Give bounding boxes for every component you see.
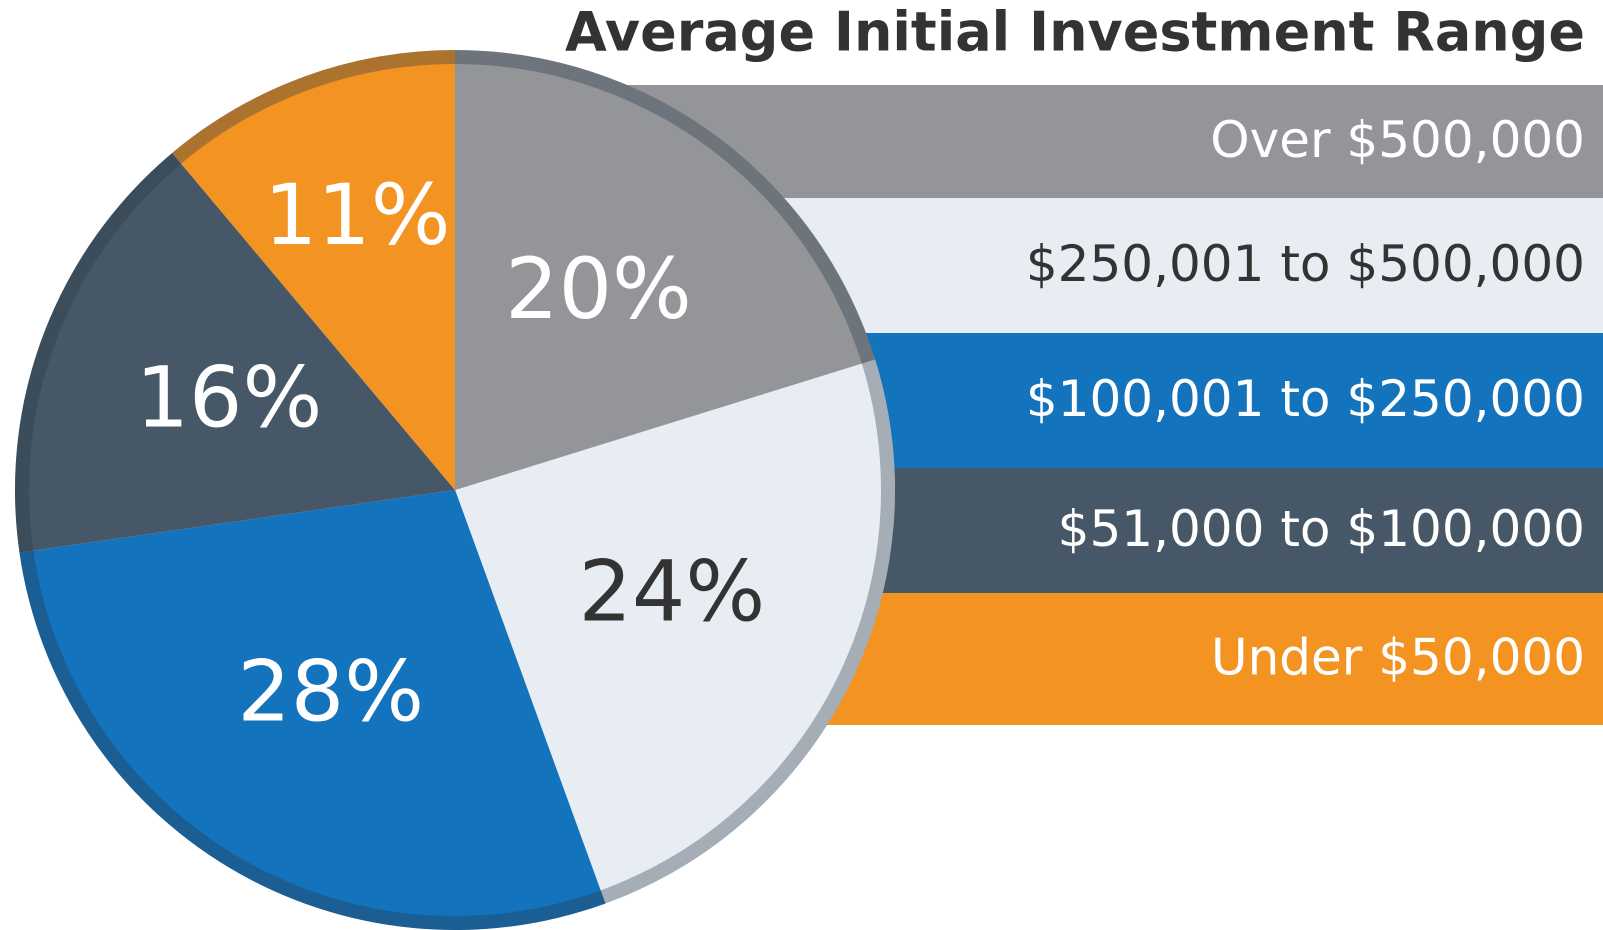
chart-title: Average Initial Investment Range (565, 1, 1585, 64)
legend-label: $51,000 to $100,000 (1058, 500, 1585, 558)
data-label: 11% (264, 166, 451, 264)
data-label: 16% (136, 349, 323, 447)
legend-label: $100,001 to $250,000 (1026, 370, 1585, 428)
legend-label: Over $500,000 (1210, 111, 1585, 169)
pie-slice (455, 50, 876, 490)
data-label: 28% (237, 643, 424, 741)
legend-label: $250,001 to $500,000 (1026, 235, 1585, 293)
data-label: 20% (505, 240, 692, 338)
data-label: 24% (578, 542, 765, 640)
pie-slice (455, 359, 895, 904)
pie-slice (172, 49, 455, 490)
legend-label: Under $50,000 (1211, 629, 1585, 687)
pie-slice (15, 152, 456, 553)
pie-slice (19, 490, 606, 930)
pie-rim (15, 50, 895, 930)
